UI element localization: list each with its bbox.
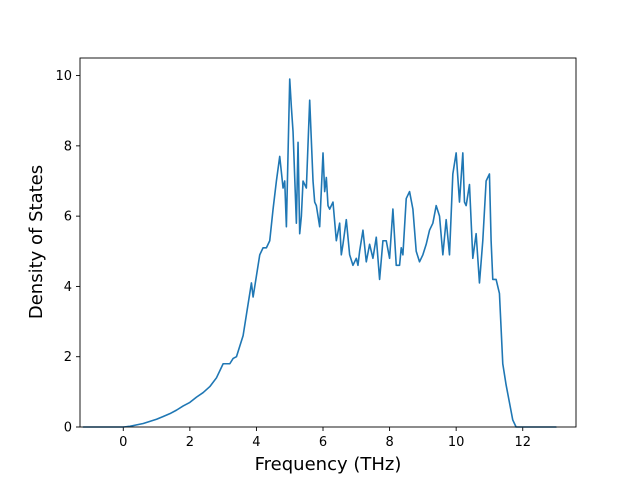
- y-tick-label: 6: [64, 210, 72, 225]
- y-tick-label: 4: [64, 280, 72, 295]
- axes-frame: [79, 57, 577, 428]
- y-tick-label: 0: [64, 421, 72, 436]
- plot-area: [80, 58, 576, 427]
- dos-series-line: [82, 78, 557, 428]
- x-tick-label: 8: [385, 435, 393, 450]
- x-tick-label: 12: [514, 435, 531, 450]
- y-tick-label: 10: [55, 69, 72, 84]
- x-tick-label: 2: [186, 435, 194, 450]
- ticks: 0 2 4 6 8 10 12 0 2 4 6 8 10: [55, 69, 531, 450]
- y-tick-label: 2: [64, 350, 72, 365]
- y-axis-label: Density of States: [26, 165, 47, 319]
- x-tick-label: 4: [252, 435, 260, 450]
- x-tick-label: 10: [448, 435, 465, 450]
- x-tick-label: 6: [319, 435, 327, 450]
- x-tick-label: 0: [119, 435, 127, 450]
- y-tick-label: 8: [64, 139, 72, 154]
- x-axis-label: Frequency (THz): [255, 454, 402, 475]
